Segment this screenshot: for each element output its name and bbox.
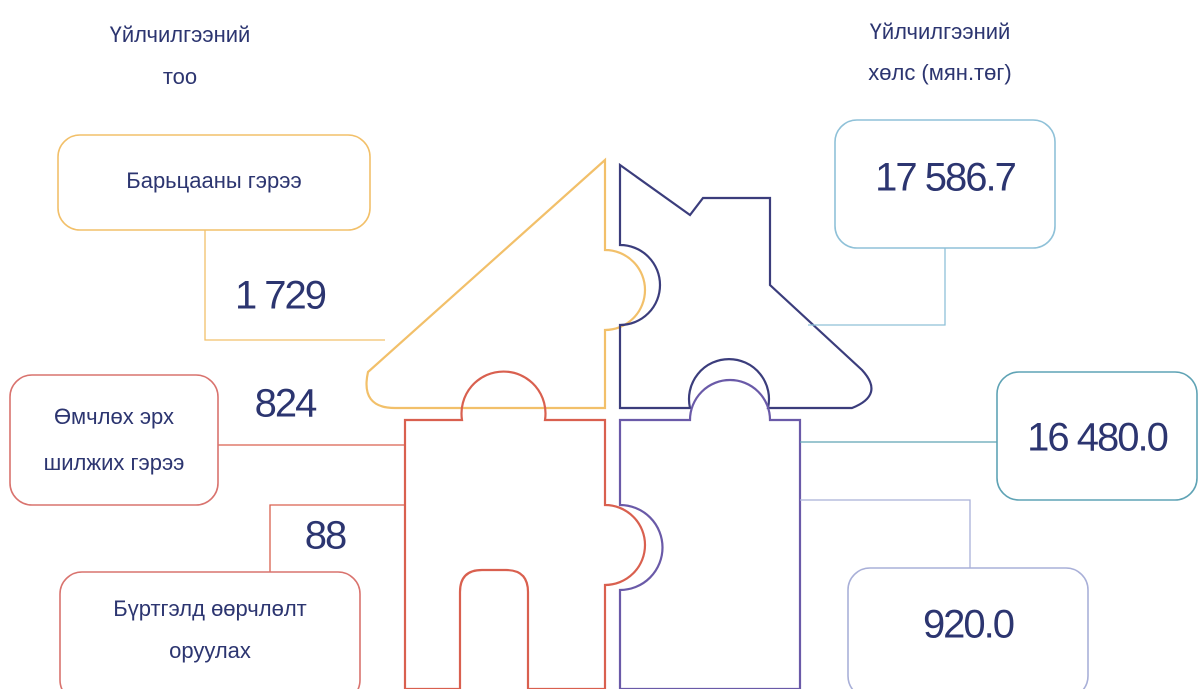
connector bbox=[269, 504, 405, 572]
header-line: Үйлчилгээний bbox=[110, 22, 251, 47]
puzzle-piece bbox=[365, 157, 647, 410]
puzzle-piece bbox=[618, 378, 802, 689]
header-line: Үйлчилгээний bbox=[870, 19, 1011, 44]
box-label: Бүртгэлд өөрчлөлт bbox=[113, 596, 307, 621]
label-box bbox=[9, 374, 219, 506]
fee: 920.0 bbox=[923, 603, 1014, 647]
count: 88 bbox=[305, 514, 346, 558]
connector bbox=[204, 230, 385, 341]
value-box bbox=[834, 119, 1056, 249]
box-label: оруулах bbox=[169, 638, 251, 663]
header-line: тоо bbox=[163, 64, 197, 89]
box-label: шилжих гэрээ bbox=[44, 450, 185, 475]
count: 1 729 bbox=[235, 274, 326, 318]
value-box bbox=[996, 371, 1198, 501]
count: 824 bbox=[255, 382, 317, 426]
label-box bbox=[59, 571, 361, 689]
puzzle-piece bbox=[618, 162, 873, 410]
box-label: Өмчлөх эрх bbox=[54, 404, 174, 429]
box-label: Барьцааны гэрээ bbox=[126, 168, 301, 193]
puzzle-piece bbox=[403, 370, 647, 689]
connector bbox=[800, 499, 971, 568]
value-box bbox=[847, 567, 1089, 689]
label-box bbox=[57, 134, 371, 231]
connector bbox=[808, 248, 946, 326]
fee: 16 480.0 bbox=[1027, 416, 1167, 460]
fee: 17 586.7 bbox=[875, 156, 1015, 200]
header-line: хөлс (мян.төг) bbox=[868, 60, 1011, 85]
